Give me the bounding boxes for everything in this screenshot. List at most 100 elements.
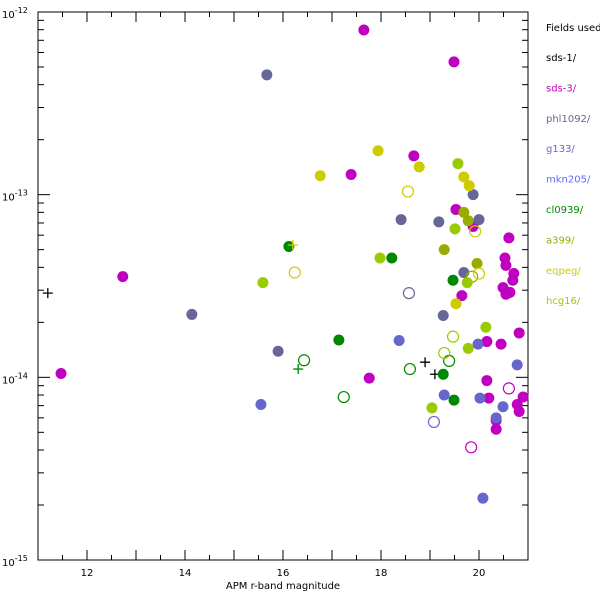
filled-point bbox=[517, 391, 529, 403]
filled-point bbox=[456, 290, 468, 302]
filled-point bbox=[374, 252, 386, 264]
filled-point bbox=[503, 232, 515, 244]
y-tick-exponent: -12 bbox=[15, 6, 28, 15]
filled-point bbox=[448, 56, 460, 68]
y-tick-label: 10-14 bbox=[2, 371, 28, 386]
filled-point bbox=[345, 168, 357, 180]
filled-point bbox=[481, 336, 493, 348]
open-point bbox=[438, 346, 451, 360]
filled-point bbox=[408, 150, 420, 162]
y-tick-base: 10 bbox=[2, 193, 15, 204]
filled-point bbox=[333, 334, 345, 346]
legend-entry: sds-1/ bbox=[546, 53, 577, 64]
filled-point bbox=[447, 274, 459, 286]
filled-point bbox=[314, 170, 326, 182]
filled-point bbox=[473, 214, 485, 226]
filled-point bbox=[490, 423, 502, 435]
filled-point bbox=[261, 69, 273, 81]
filled-point bbox=[463, 180, 475, 192]
filled-point bbox=[186, 308, 198, 320]
series-sds3 bbox=[55, 24, 529, 454]
open-point bbox=[427, 415, 441, 429]
filled-point bbox=[462, 215, 474, 227]
filled-point bbox=[490, 412, 502, 424]
series-sds1 bbox=[42, 288, 440, 380]
filled-point bbox=[272, 345, 284, 357]
series-a399 bbox=[438, 206, 483, 283]
filled-point bbox=[461, 277, 473, 289]
y-tick-label: 10-15 bbox=[2, 554, 28, 569]
axis-ticks bbox=[37, 12, 529, 561]
open-point bbox=[288, 266, 301, 279]
filled-point bbox=[438, 244, 450, 256]
filled-point bbox=[467, 189, 479, 201]
legend-entry: g133/ bbox=[546, 144, 575, 155]
series-phl1092 bbox=[186, 69, 485, 357]
filled-point bbox=[283, 241, 295, 253]
y-tick-exponent: -13 bbox=[15, 189, 28, 198]
open-point bbox=[446, 330, 460, 343]
filled-point bbox=[483, 392, 495, 404]
filled-point bbox=[395, 214, 407, 226]
filled-point bbox=[386, 252, 398, 264]
x-tick-label: 18 bbox=[375, 568, 388, 579]
filled-point bbox=[437, 368, 449, 380]
filled-point bbox=[471, 257, 483, 269]
open-point bbox=[465, 441, 478, 454]
filled-point bbox=[372, 145, 384, 157]
legend-entry: sds-3/ bbox=[546, 83, 577, 94]
open-point bbox=[402, 287, 416, 300]
legend: Fields used sds-1/sds-3/phl1092/g133/mkn… bbox=[546, 23, 600, 307]
filled-point bbox=[257, 277, 269, 289]
filled-point bbox=[437, 310, 449, 322]
open-point bbox=[443, 354, 456, 368]
legend-entry: phl1092/ bbox=[546, 114, 591, 125]
filled-point bbox=[358, 24, 370, 36]
y-tick-base: 10 bbox=[2, 10, 15, 21]
y-tick-label: 10-12 bbox=[2, 6, 28, 21]
open-point bbox=[401, 185, 415, 198]
filled-point bbox=[452, 158, 464, 170]
filled-point bbox=[413, 161, 425, 173]
filled-point bbox=[504, 286, 516, 298]
data-points bbox=[42, 24, 529, 504]
cross-point bbox=[42, 288, 53, 299]
filled-point bbox=[474, 392, 486, 404]
filled-point bbox=[426, 402, 438, 414]
cross-point bbox=[293, 364, 304, 375]
filled-point bbox=[458, 206, 470, 218]
filled-point bbox=[477, 492, 489, 504]
x-tick-label: 20 bbox=[473, 568, 486, 579]
series-eqpeg bbox=[287, 145, 486, 310]
filled-point bbox=[481, 375, 493, 387]
filled-point bbox=[117, 271, 129, 283]
y-tick-label: 10-13 bbox=[2, 189, 28, 204]
filled-point bbox=[511, 359, 523, 371]
filled-point bbox=[448, 394, 460, 406]
legend-entry: hcg16/ bbox=[546, 296, 581, 307]
x-tick-label: 14 bbox=[179, 568, 192, 579]
filled-point bbox=[393, 335, 405, 347]
series-hcg16 bbox=[257, 158, 492, 414]
series-g133 bbox=[255, 335, 523, 504]
filled-point bbox=[513, 406, 525, 418]
y-tick-exponent: -15 bbox=[15, 554, 28, 563]
filled-point bbox=[449, 223, 461, 235]
open-point bbox=[403, 362, 417, 376]
cross-point bbox=[287, 240, 298, 251]
filled-point bbox=[450, 298, 462, 310]
plot-frame bbox=[37, 11, 529, 561]
legend-title: Fields used bbox=[546, 23, 600, 34]
y-tick-exponent: -14 bbox=[15, 371, 28, 380]
filled-point bbox=[480, 321, 492, 333]
filled-point bbox=[458, 171, 470, 183]
open-point bbox=[468, 225, 482, 238]
filled-point bbox=[500, 259, 512, 271]
filled-point bbox=[462, 342, 474, 354]
filled-point bbox=[513, 327, 525, 339]
x-tick-label: 16 bbox=[277, 568, 290, 579]
x-axis-label: APM r-band magnitude bbox=[226, 581, 340, 592]
filled-point bbox=[438, 389, 450, 401]
